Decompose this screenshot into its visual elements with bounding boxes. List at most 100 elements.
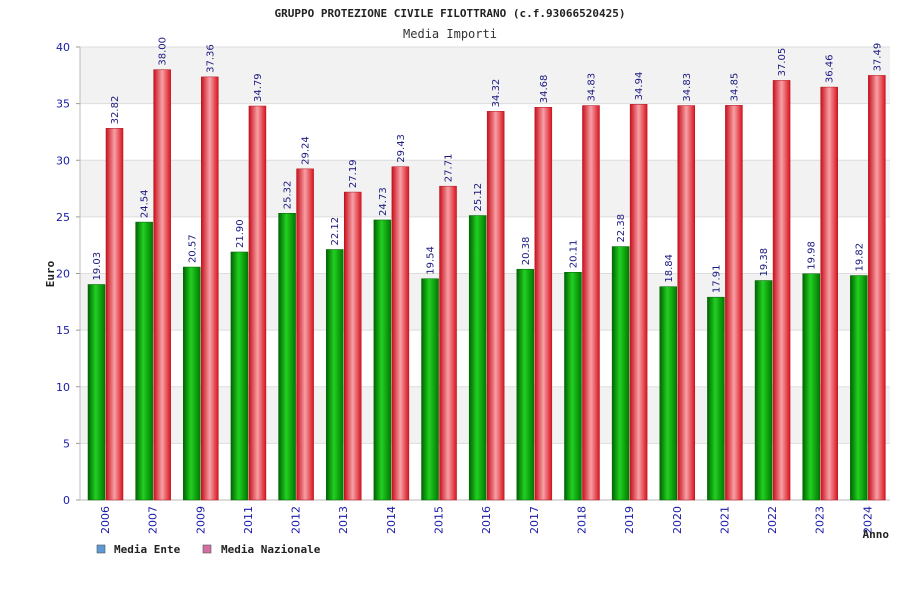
bars: [87, 69, 886, 501]
y-tick-label: 0: [63, 494, 70, 507]
data-label-media-ente-2015: 19.54: [426, 246, 437, 275]
data-label-media-nazionale-2019: 34.94: [634, 72, 645, 101]
bar-media-nazionale-2013: [343, 191, 362, 501]
bar-media-ente-2013: [325, 249, 344, 501]
y-axis-label: Euro: [44, 260, 57, 287]
data-label-media-nazionale-2009: 37.36: [205, 44, 216, 73]
data-label-media-ente-2007: 24.54: [140, 189, 151, 218]
data-label-media-ente-2006: 19.03: [92, 252, 103, 281]
bar-media-ente-2022: [754, 280, 773, 501]
x-tick-label-2012: 2012: [290, 506, 303, 534]
x-tick-label-2006: 2006: [99, 506, 112, 534]
bar-media-nazionale-2006: [105, 128, 124, 501]
data-label-media-ente-2014: 24.73: [378, 187, 389, 216]
y-tick-label: 15: [56, 324, 70, 337]
bar-media-nazionale-2017: [534, 106, 553, 501]
data-label-media-ente-2012: 25.32: [283, 181, 294, 210]
x-axis-label: Anno: [863, 528, 890, 541]
bar-media-ente-2007: [135, 221, 153, 501]
bar-media-ente-2012: [278, 213, 296, 501]
y-tick-label: 30: [56, 154, 70, 167]
bar-media-ente-2021: [707, 296, 725, 501]
data-label-media-ente-2009: 20.57: [187, 234, 198, 263]
data-label-media-nazionale-2022: 37.05: [777, 48, 788, 77]
x-tick-label-2022: 2022: [766, 506, 779, 534]
data-label-media-ente-2020: 18.84: [664, 254, 675, 283]
bar-media-nazionale-2021: [725, 105, 743, 501]
bar-media-ente-2009: [183, 266, 201, 501]
chart-subtitle: Media Importi: [403, 27, 497, 41]
data-label-media-nazionale-2017: 34.68: [539, 75, 550, 104]
x-tick-label-2017: 2017: [528, 506, 541, 534]
bar-media-ente-2019: [611, 246, 630, 501]
data-label-media-ente-2022: 19.38: [759, 248, 770, 277]
data-label-media-nazionale-2007: 38.00: [158, 37, 169, 66]
data-label-media-nazionale-2016: 34.32: [491, 79, 502, 108]
legend-label-media-ente: Media Ente: [114, 543, 181, 556]
x-tick-label-2013: 2013: [337, 506, 350, 534]
bar-media-ente-2016: [468, 215, 487, 501]
data-label-media-nazionale-2011: 34.79: [253, 73, 264, 102]
legend: Media Ente Media Nazionale: [96, 543, 321, 556]
bar-media-nazionale-2018: [582, 105, 600, 501]
bar-media-ente-2018: [564, 272, 582, 501]
legend-swatch-media-nazionale: [202, 544, 212, 554]
bar-media-nazionale-2022: [772, 80, 791, 501]
data-label-media-ente-2013: 22.12: [330, 217, 341, 246]
bar-media-ente-2017: [516, 268, 535, 501]
x-tick-label-2009: 2009: [194, 506, 207, 534]
data-label-media-nazionale-2020: 34.83: [682, 73, 693, 102]
bar-media-nazionale-2019: [629, 104, 648, 501]
bar-media-ente-2020: [659, 286, 678, 501]
x-tick-label-2021: 2021: [718, 506, 731, 534]
data-label-media-nazionale-2014: 29.43: [396, 134, 407, 163]
x-tick-label-2023: 2023: [814, 506, 827, 534]
y-tick-label: 20: [56, 268, 70, 281]
data-label-media-nazionale-2021: 34.85: [729, 73, 740, 102]
x-tick-label-2007: 2007: [147, 506, 160, 534]
bar-media-nazionale-2012: [296, 168, 314, 501]
bar-media-nazionale-2014: [391, 166, 410, 501]
data-label-media-ente-2016: 25.12: [473, 183, 484, 212]
data-label-media-nazionale-2018: 34.83: [586, 73, 597, 102]
bar-media-nazionale-2023: [820, 86, 838, 501]
data-label-media-nazionale-2015: 27.71: [444, 154, 455, 183]
data-label-media-ente-2017: 20.38: [521, 237, 532, 266]
bar-media-nazionale-2016: [486, 111, 505, 501]
x-tick-label-2024: 2024: [861, 506, 874, 534]
bar-media-ente-2011: [230, 251, 249, 501]
chart-title: GRUPPO PROTEZIONE CIVILE FILOTTRANO (c.f…: [275, 7, 626, 20]
data-labels: 19.03 32.82 24.54 38.00 20.57 37.36 21.90 34.79…: [92, 37, 883, 293]
x-tick-label-2011: 2011: [242, 506, 255, 534]
bar-media-nazionale-2024: [868, 75, 886, 501]
x-tick-labels: 2006 2007 2009 2011 2012 2013 2014 2015 2016 2017…: [99, 506, 874, 534]
y-tick-label: 35: [56, 98, 70, 111]
y-tick-label: 40: [56, 41, 70, 54]
x-tick-label-2020: 2020: [671, 506, 684, 534]
data-label-media-ente-2018: 20.11: [568, 240, 579, 269]
bar-media-ente-2015: [421, 278, 439, 501]
data-label-media-ente-2019: 22.38: [616, 214, 627, 243]
bar-media-nazionale-2011: [248, 105, 267, 501]
y-tick-label: 10: [56, 381, 70, 394]
x-tick-label-2019: 2019: [623, 506, 636, 534]
data-label-media-ente-2011: 21.90: [235, 219, 246, 248]
x-tick-label-2018: 2018: [575, 506, 588, 534]
y-tick-labels: 0 5 10 15 20 25 30 35 40: [56, 41, 70, 507]
bar-media-nazionale-2009: [201, 76, 219, 501]
data-label-media-nazionale-2024: 37.49: [872, 43, 883, 72]
bar-media-nazionale-2007: [153, 69, 171, 501]
data-label-media-nazionale-2012: 29.24: [301, 136, 312, 165]
data-label-media-ente-2024: 19.82: [854, 243, 865, 272]
x-tick-label-2015: 2015: [433, 506, 446, 534]
data-label-media-ente-2021: 17.91: [711, 265, 722, 294]
data-label-media-nazionale-2006: 32.82: [110, 96, 121, 125]
bar-media-nazionale-2020: [677, 105, 696, 501]
bar-media-ente-2014: [373, 219, 392, 501]
data-label-media-nazionale-2023: 36.46: [825, 54, 836, 83]
legend-label-media-nazionale: Media Nazionale: [221, 543, 321, 556]
bar-media-ente-2023: [802, 273, 820, 501]
bar-media-ente-2024: [850, 275, 868, 501]
x-tick-label-2016: 2016: [480, 506, 493, 534]
